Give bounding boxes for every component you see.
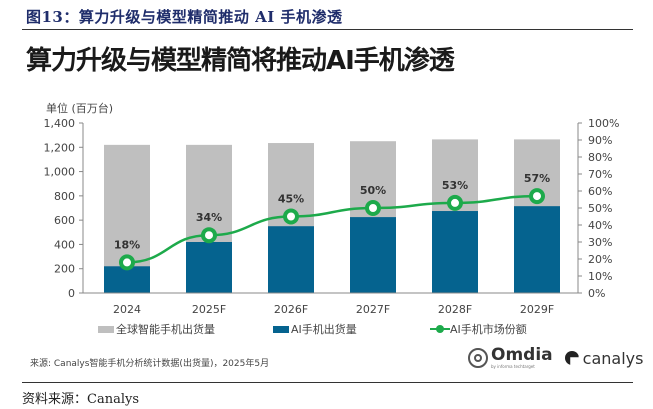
x-axis-tick-label: 2027F — [356, 303, 390, 316]
source-note: 来源: Canalys智能手机分析统计数据(出货量)，2025年5月 — [30, 359, 270, 369]
right-axis-tick-label: 30% — [588, 236, 612, 249]
share-data-label-2027F: 50% — [360, 184, 386, 197]
right-axis-tick-label: 80% — [588, 151, 612, 164]
x-axis-tick-label: 2029F — [520, 303, 554, 316]
left-axis-tick-label: 800 — [54, 190, 75, 203]
bar-ai-2025F — [186, 242, 232, 293]
logos: Omdia by informa techtarget canalys — [468, 347, 643, 369]
canalys-logo-icon — [564, 351, 579, 365]
x-axis-tick-label: 2024 — [113, 303, 141, 316]
bar-ai-2026F — [268, 226, 314, 293]
legend-label-global: 全球智能手机出货量 — [116, 323, 215, 336]
bar-ai-2024 — [104, 266, 150, 293]
legend-item-ai: AI手机出货量 — [273, 321, 357, 337]
legend-item-share: AI手机市场份额 — [430, 321, 527, 337]
right-axis-tick-label: 100% — [588, 117, 619, 130]
omdia-logo-subtext: by informa techtarget — [491, 364, 535, 369]
left-axis-tick-label: 1,400 — [44, 117, 76, 130]
bar-ai-2027F — [350, 217, 396, 293]
legend-swatch-ai — [273, 325, 289, 333]
bar-ai-2028F — [432, 211, 478, 293]
share-data-label-2026F: 45% — [278, 193, 304, 206]
right-axis-tick-label: 50% — [588, 202, 612, 215]
legend-label-ai: AI手机出货量 — [291, 323, 357, 336]
share-data-label-2025F: 34% — [196, 211, 222, 224]
x-axis-tick-label: 2026F — [274, 303, 308, 316]
right-axis-tick-label: 40% — [588, 219, 612, 232]
bottom-divider — [22, 382, 633, 383]
share-data-label-2024: 18% — [114, 238, 140, 251]
left-axis-tick-label: 0 — [68, 287, 75, 300]
top-divider — [22, 29, 633, 30]
right-axis-tick-label: 10% — [588, 270, 612, 283]
x-axis-tick-label: 2025F — [192, 303, 226, 316]
right-axis-tick-label: 60% — [588, 185, 612, 198]
canalys-logo-text: canalys — [582, 348, 644, 368]
legend-item-global: 全球智能手机出货量 — [98, 321, 215, 337]
share-point-2024 — [119, 254, 135, 271]
left-axis-tick-label: 400 — [54, 238, 75, 251]
legend-marker-share-icon — [430, 325, 450, 333]
omdia-logo: Omdia by informa techtarget — [491, 345, 553, 370]
omdia-logo-text: Omdia — [491, 345, 553, 365]
share-point-2029F — [529, 188, 545, 205]
share-point-2027F — [365, 200, 381, 216]
figure-caption: 图13：算力升级与模型精简推动 AI 手机渗透 — [26, 8, 343, 26]
right-axis-tick-label: 0% — [588, 287, 605, 300]
right-axis-tick-label: 20% — [588, 253, 612, 266]
share-data-label-2029F: 57% — [524, 172, 550, 185]
share-data-label-2028F: 53% — [442, 179, 468, 192]
chart-title: 算力升级与模型精简将推动AI手机渗透 — [26, 46, 455, 76]
share-point-2028F — [447, 194, 463, 211]
omdia-logo-icon — [468, 348, 488, 368]
bar-ai-2029F — [514, 206, 560, 293]
share-point-2026F — [283, 208, 299, 225]
left-axis-tick-label: 1,000 — [44, 166, 76, 179]
share-point-2025F — [201, 227, 217, 244]
left-axis-tick-label: 600 — [54, 214, 75, 227]
legend-label-share: AI手机市场份额 — [450, 323, 527, 336]
footer-source: 资料来源：Canalys — [22, 392, 139, 407]
legend-swatch-global — [98, 325, 114, 333]
right-axis-tick-label: 70% — [588, 168, 612, 181]
unit-label: 单位 (百万台) — [46, 102, 114, 115]
left-axis-tick-label: 1,200 — [44, 141, 76, 154]
left-axis-tick-label: 200 — [54, 263, 75, 276]
x-axis-tick-label: 2028F — [438, 303, 472, 316]
right-axis-tick-label: 90% — [588, 134, 612, 147]
